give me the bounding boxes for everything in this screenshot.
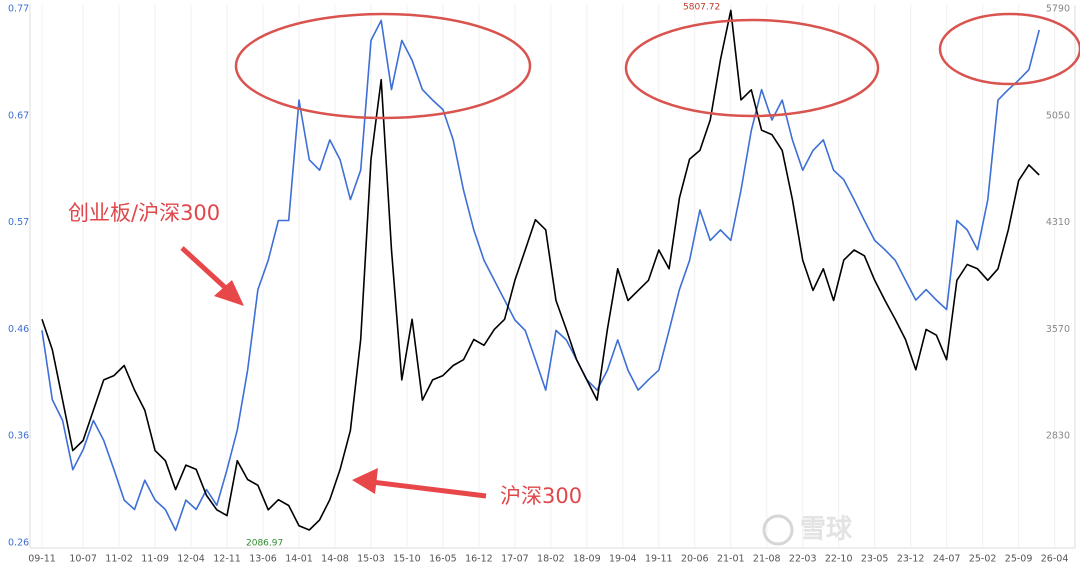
x-tick-label: 21-01 (717, 554, 745, 565)
x-tick-label: 24-07 (933, 554, 961, 565)
x-tick-label: 23-05 (861, 554, 889, 565)
y2-tick-label: 5790 (1046, 4, 1070, 15)
x-tick-label: 23-12 (897, 554, 925, 565)
x-tick-label: 22-03 (789, 554, 817, 565)
arrow-head (352, 468, 378, 494)
x-tick-label: 18-02 (537, 554, 565, 565)
y2-tick-label: 4310 (1046, 217, 1070, 228)
x-tick-label: 25-02 (969, 554, 997, 565)
watermark-logo: 雪球 (762, 514, 853, 546)
y-tick-label: 0.36 (8, 431, 29, 442)
y-tick-label: 0.77 (8, 4, 29, 15)
y-tick-label: 0.57 (8, 217, 29, 228)
x-tick-label: 11-02 (105, 554, 133, 565)
x-tick-label: 19-11 (645, 554, 673, 565)
x-tick-label: 12-04 (177, 554, 205, 565)
arrow (180, 246, 232, 294)
x-tick-label: 22-10 (825, 554, 853, 565)
x-tick-label: 12-11 (213, 554, 241, 565)
x-tick-label: 16-05 (429, 554, 457, 565)
highlight-ellipse (624, 18, 880, 118)
x-tick-label: 20-06 (681, 554, 709, 565)
x-tick-label: 21-08 (753, 554, 781, 565)
series-line (41, 19, 1040, 532)
x-tick-label: 18-09 (573, 554, 601, 565)
y-tick-label: 0.67 (8, 110, 29, 121)
highlight-ellipse (234, 12, 532, 120)
x-tick-label: 19-04 (609, 554, 637, 565)
x-tick-label: 26-04 (1041, 554, 1069, 565)
y-tick-label: 0.26 (8, 538, 29, 549)
highlight-ellipse (938, 12, 1080, 86)
x-tick-label: 15-10 (393, 554, 421, 565)
x-tick-label: 16-12 (465, 554, 493, 565)
x-tick-label: 13-06 (249, 554, 277, 565)
annotation: 沪深300 (500, 484, 582, 508)
y2-tick-label: 5050 (1046, 110, 1070, 121)
x-tick-label: 10-07 (69, 554, 97, 565)
y-tick-label: 0.46 (8, 324, 29, 335)
peak-label: 5807.72 (683, 3, 720, 13)
x-tick-label: 11-09 (141, 554, 169, 565)
x-tick-label: 15-03 (357, 554, 385, 565)
y2-tick-label: 2830 (1046, 431, 1070, 442)
x-tick-label: 17-07 (501, 554, 529, 565)
x-tick-label: 09-11 (28, 554, 56, 565)
y2-tick-label: 3570 (1046, 324, 1070, 335)
low-label: 2086.97 (246, 539, 283, 549)
x-tick-label: 25-09 (1005, 554, 1033, 565)
series-line (41, 9, 1040, 531)
x-tick-label: 14-08 (321, 554, 349, 565)
arrow (371, 479, 487, 499)
arrow-head (214, 280, 244, 306)
watermark: 雪球 (800, 515, 853, 545)
x-tick-label: 14-01 (285, 554, 313, 565)
annotation: 创业板/沪深300 (68, 201, 220, 225)
